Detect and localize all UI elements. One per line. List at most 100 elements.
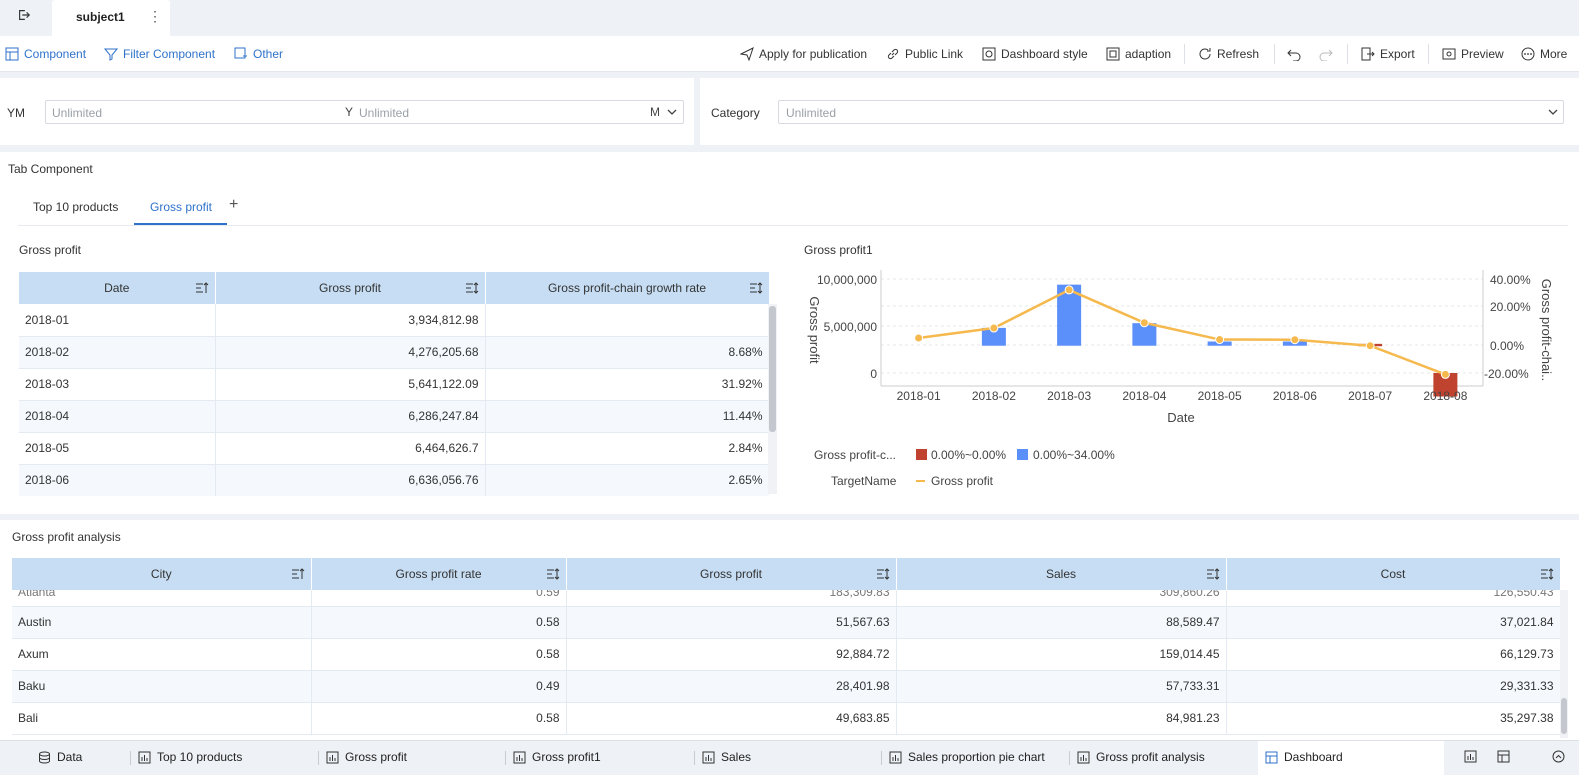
x-tick-label: 2018-01 — [897, 389, 941, 403]
sort-icon[interactable] — [195, 282, 209, 294]
column-header-sales[interactable]: Sales — [896, 558, 1227, 590]
sheet-tab-sales[interactable]: Sales — [702, 750, 751, 764]
table-cell: Austin — [12, 606, 312, 639]
chart-bar[interactable] — [981, 327, 1006, 346]
chart-point[interactable] — [914, 333, 924, 343]
table-row[interactable]: Baku 0.49 28,401.98 57,733.31 29,331.33 — [12, 670, 1560, 703]
sheet-tab-analysis[interactable]: Gross profit analysis — [1077, 750, 1205, 764]
chart-point[interactable] — [1290, 335, 1300, 345]
y-tick-label: 5,000,000 — [824, 320, 878, 334]
legend-item[interactable]: Gross profit — [931, 474, 994, 488]
chart-point[interactable] — [989, 323, 999, 333]
category-select[interactable]: Unlimited — [778, 100, 1564, 124]
chevron-down-icon[interactable] — [1547, 106, 1559, 118]
chart-point[interactable] — [1215, 335, 1225, 345]
column-header-city[interactable]: City — [12, 558, 312, 590]
table-cell: 2018-06 — [19, 464, 216, 496]
chart-icon — [889, 751, 902, 763]
ym-range-input[interactable]: Unlimited Y Unlimited M — [45, 100, 684, 124]
sheet-tab-label: Top 10 products — [157, 750, 243, 764]
column-header-growth-rate[interactable]: Gross profit-chain growth rate — [485, 272, 769, 304]
dashboard-style-button[interactable]: Dashboard style — [982, 46, 1088, 62]
subject-tab[interactable]: subject1 ⋮ — [52, 0, 170, 36]
column-header-gross-profit[interactable]: Gross profit — [566, 558, 897, 590]
legend-item[interactable]: 0.00%~0.00% — [931, 448, 1006, 462]
table-row[interactable]: Axum 0.58 92,884.72 159,014.45 66,129.73 — [12, 638, 1560, 671]
sort-icon[interactable] — [749, 282, 763, 294]
filter-component-button[interactable]: Filter Component — [104, 46, 215, 62]
y2-tick-label: 0.00% — [1490, 339, 1524, 353]
add-chart-button[interactable] — [1464, 750, 1477, 763]
export-button[interactable]: Export — [1361, 46, 1415, 62]
chart-point[interactable] — [1365, 341, 1375, 351]
exit-icon[interactable] — [14, 8, 34, 28]
table-row[interactable]: 2018-06 6,636,056.76 2.65% — [19, 464, 769, 496]
collapse-button[interactable] — [1552, 750, 1565, 763]
scrollbar-thumb[interactable] — [769, 306, 776, 432]
add-tab-icon[interactable]: + — [229, 196, 239, 213]
other-button[interactable]: Other — [234, 46, 283, 62]
sort-icon[interactable] — [465, 282, 479, 294]
tab-divider — [130, 751, 131, 765]
table-cell: 84,981.23 — [896, 702, 1227, 735]
chart-bar[interactable] — [1132, 323, 1157, 346]
adaption-button[interactable]: adaption — [1106, 46, 1171, 62]
other-label: Other — [253, 47, 284, 61]
redo-button[interactable] — [1319, 46, 1333, 62]
table-row[interactable]: 2018-01 3,934,812.98 — [19, 304, 769, 337]
table-row[interactable]: 2018-04 6,286,247.84 11.44% — [19, 400, 769, 433]
table-row[interactable]: 2018-02 4,276,205.68 8.68% — [19, 336, 769, 369]
sort-icon[interactable] — [546, 568, 560, 580]
sheet-tab-dashboard[interactable]: Dashboard — [1265, 750, 1343, 764]
chart-point[interactable] — [1064, 285, 1074, 295]
redo-icon — [1319, 49, 1333, 61]
add-dashboard-button[interactable] — [1497, 750, 1510, 763]
public-link-button[interactable]: Public Link — [886, 46, 963, 62]
table-cell: 29,331.33 — [1226, 670, 1560, 703]
sheet-tab-data[interactable]: Data — [38, 750, 82, 764]
chart-bar[interactable] — [1433, 373, 1458, 397]
chevron-down-icon[interactable] — [666, 106, 678, 118]
tab-divider — [318, 751, 319, 765]
chart-point[interactable] — [1440, 369, 1450, 379]
legend-item[interactable]: 0.00%~34.00% — [1033, 448, 1115, 462]
sort-icon[interactable] — [1540, 568, 1554, 580]
chart-point[interactable] — [1139, 318, 1149, 328]
table-row[interactable]: 2018-05 6,464,626.7 2.84% — [19, 432, 769, 465]
table-row[interactable]: Austin 0.58 51,567.63 88,589.47 37,021.84 — [12, 606, 1560, 639]
column-header-label: Gross profit rate — [395, 567, 482, 581]
more-button[interactable]: More — [1521, 46, 1567, 62]
analysis-table: City Gross profit rate Gross profit Sale… — [12, 558, 1560, 740]
sheet-tab-pie[interactable]: Sales proportion pie chart — [889, 750, 1045, 764]
table-cell: 37,021.84 — [1226, 606, 1560, 639]
table-row[interactable]: Atlanta 0.59 183,309.83 309,860.26 126,550.4… — [12, 590, 1560, 607]
undo-button[interactable] — [1287, 46, 1301, 62]
sheet-tab-gross-profit1[interactable]: Gross profit1 — [513, 750, 601, 764]
preview-button[interactable]: Preview — [1442, 46, 1504, 62]
sheet-tab-gross-profit[interactable]: Gross profit — [326, 750, 407, 764]
tab-top-10-products[interactable]: Top 10 products — [33, 200, 119, 214]
refresh-button[interactable]: Refresh — [1198, 46, 1259, 62]
table-row[interactable]: Bali 0.58 49,683.85 84,981.23 35,297.38 — [12, 702, 1560, 735]
table-scrollbar[interactable] — [768, 304, 777, 494]
send-icon — [740, 47, 754, 61]
column-header-label: Gross profit — [318, 281, 381, 295]
table-cell: Axum — [12, 638, 312, 671]
table-row[interactable]: 2018-03 5,641,122.09 31.92% — [19, 368, 769, 401]
sort-icon[interactable] — [291, 568, 305, 580]
sheet-tab-top10[interactable]: Top 10 products — [138, 750, 242, 764]
component-icon — [5, 47, 19, 61]
column-header-gross-profit-rate[interactable]: Gross profit rate — [311, 558, 567, 590]
analysis-scrollbar[interactable] — [1560, 590, 1568, 738]
sort-icon[interactable] — [876, 568, 890, 580]
component-button[interactable]: Component — [5, 46, 86, 62]
column-header-cost[interactable]: Cost — [1226, 558, 1560, 590]
tab-gross-profit[interactable]: Gross profit — [150, 200, 213, 214]
column-header-gross-profit[interactable]: Gross profit — [215, 272, 486, 304]
apply-publication-button[interactable]: Apply for publication — [740, 46, 867, 62]
kebab-menu-icon[interactable]: ⋮ — [148, 8, 162, 24]
active-sheet-background — [1258, 741, 1444, 775]
column-header-date[interactable]: Date — [19, 272, 216, 304]
sort-icon[interactable] — [1206, 568, 1220, 580]
scrollbar-thumb[interactable] — [1561, 698, 1567, 734]
